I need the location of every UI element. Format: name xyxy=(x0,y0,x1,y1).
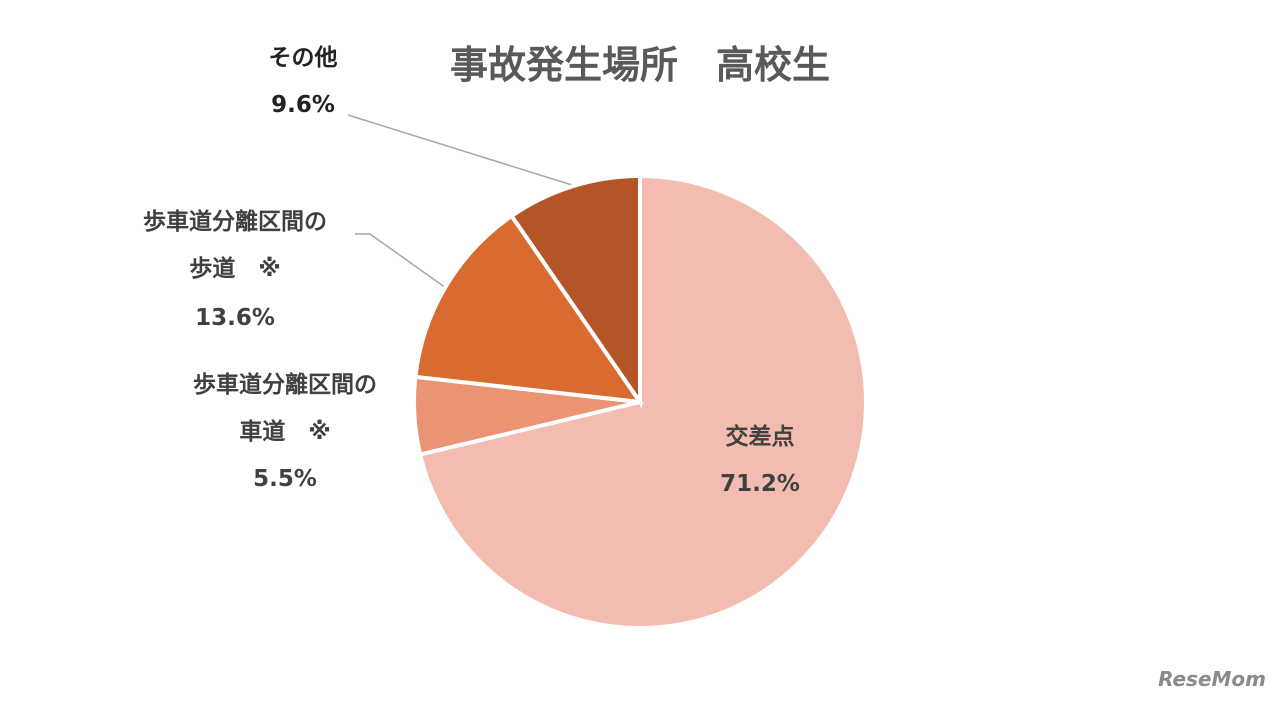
pie-slice xyxy=(508,173,642,409)
value-label: 13.6% xyxy=(195,305,275,331)
category-label: 歩車道分離区間の 車道 ※ xyxy=(193,372,377,445)
watermark: ReseMom xyxy=(1158,667,1266,691)
leader-line xyxy=(347,114,573,186)
pie-slice xyxy=(417,173,868,630)
leader-line xyxy=(355,233,447,289)
category-label: その他 xyxy=(268,45,338,71)
category-label: 歩車道分離区間の 歩道 ※ xyxy=(143,209,327,282)
chart-title: 事故発生場所 高校生 xyxy=(449,43,830,87)
category-label: 交差点 xyxy=(725,424,795,450)
value-label: 71.2% xyxy=(720,471,800,497)
value-label: 9.6% xyxy=(271,92,335,118)
pie-slice xyxy=(413,213,645,405)
value-label: 5.5% xyxy=(253,466,317,492)
